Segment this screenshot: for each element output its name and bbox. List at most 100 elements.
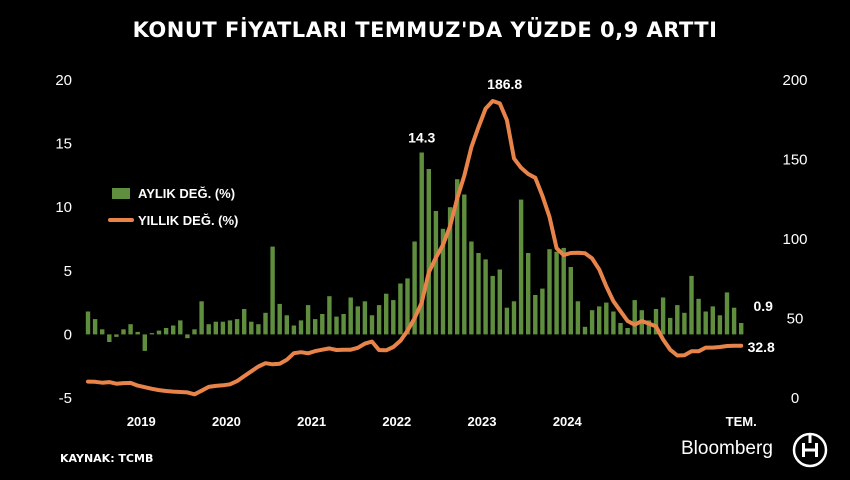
bar	[703, 311, 708, 335]
x-axis-tick-label: 2019	[127, 414, 156, 429]
legend-label: YILLIK DEĞ. (%)	[138, 213, 238, 228]
bar	[497, 269, 502, 335]
bar	[625, 328, 630, 335]
x-axis-tick-label: 2021	[297, 414, 326, 429]
bar	[135, 331, 140, 335]
yearly-change-line	[86, 99, 744, 397]
bar	[242, 309, 247, 335]
bar	[341, 314, 346, 335]
bar	[107, 334, 112, 342]
bar	[227, 320, 233, 335]
legend: AYLIK DEĞ. (%) YILLIK DEĞ. (%)	[108, 186, 238, 228]
bar	[433, 211, 439, 335]
bar	[234, 319, 240, 335]
bar	[582, 326, 588, 335]
bar	[540, 288, 545, 335]
right-axis-tick-label: 0	[791, 390, 799, 407]
bar	[561, 247, 566, 335]
bar-series	[85, 152, 744, 351]
bar	[405, 278, 410, 335]
bar	[156, 330, 162, 335]
bar	[689, 275, 694, 335]
bar	[249, 321, 254, 335]
bar	[362, 301, 368, 335]
bar	[518, 199, 524, 335]
bar	[376, 305, 382, 335]
bar	[384, 293, 389, 335]
annotations: 14.3 186.8 0.9 32.8	[408, 76, 775, 355]
bar	[256, 324, 261, 335]
left-axis-tick-label: 15	[55, 136, 72, 153]
bar	[632, 300, 637, 335]
bar	[277, 303, 282, 335]
bar	[675, 305, 680, 335]
bar	[447, 207, 453, 335]
bar	[327, 296, 332, 335]
bar	[305, 305, 311, 335]
data-label: 32.8	[748, 339, 775, 355]
bar	[291, 325, 297, 335]
legend-bar-swatch	[112, 188, 130, 199]
line-series	[86, 99, 744, 397]
bar	[440, 228, 446, 335]
bar	[213, 321, 218, 335]
data-label: 186.8	[487, 76, 522, 92]
chart-title: KONUT FİYATLARI TEMMUZ'DA YÜZDE 0,9 ARTT…	[132, 18, 718, 42]
bar	[533, 295, 538, 335]
bar	[163, 328, 169, 335]
bar	[114, 334, 119, 337]
data-label: 0.9	[753, 298, 773, 314]
bar	[334, 316, 339, 335]
left-axis-tick-label: 10	[55, 199, 72, 216]
bar	[426, 169, 431, 335]
bar	[412, 241, 417, 335]
bar	[298, 320, 304, 335]
bar	[185, 334, 190, 339]
bar	[554, 251, 559, 335]
bar	[220, 321, 226, 335]
left-axis-tick-label: 0	[64, 326, 72, 343]
bar	[455, 179, 460, 335]
data-label: 14.3	[408, 130, 435, 146]
legend-label: AYLIK DEĞ. (%)	[138, 186, 235, 201]
bar	[92, 319, 98, 335]
bar	[653, 309, 659, 335]
bar	[710, 306, 715, 335]
bar	[511, 301, 517, 335]
bar	[206, 324, 211, 335]
bar	[369, 315, 375, 335]
left-axis-tick-label: 20	[55, 72, 72, 89]
source-note: KAYNAK: TCMB	[60, 452, 154, 465]
bar	[192, 329, 197, 335]
bar	[270, 246, 275, 335]
bar	[589, 310, 595, 335]
x-axis-tick-label: 2020	[212, 414, 241, 429]
bar	[618, 323, 623, 335]
bar	[504, 307, 510, 335]
bar	[547, 249, 552, 335]
bar	[284, 315, 289, 335]
x-axis: 2019 2020 2021 2022 2023 2024 TEM.	[127, 414, 757, 429]
bar	[391, 300, 396, 335]
bar	[178, 320, 183, 335]
x-axis-tick-label: 2024	[553, 414, 583, 429]
bar	[128, 324, 133, 335]
right-axis-tick-label: 200	[782, 72, 807, 89]
bar	[597, 306, 602, 335]
bar	[348, 297, 353, 335]
bar	[469, 241, 474, 335]
bar	[313, 319, 318, 335]
bar	[490, 275, 495, 335]
x-axis-tick-label: 2022	[382, 414, 411, 429]
bar	[476, 253, 481, 335]
right-axis-tick-label: 100	[782, 231, 807, 248]
bar	[171, 325, 176, 335]
bar	[462, 194, 467, 335]
brand-logo-text: Bloomberg	[681, 438, 773, 459]
bar	[611, 311, 616, 335]
x-axis-tick-label: TEM.	[726, 414, 757, 429]
bar	[604, 302, 609, 335]
bar	[575, 301, 581, 335]
bloomberg-ht-logo-icon	[792, 432, 828, 468]
